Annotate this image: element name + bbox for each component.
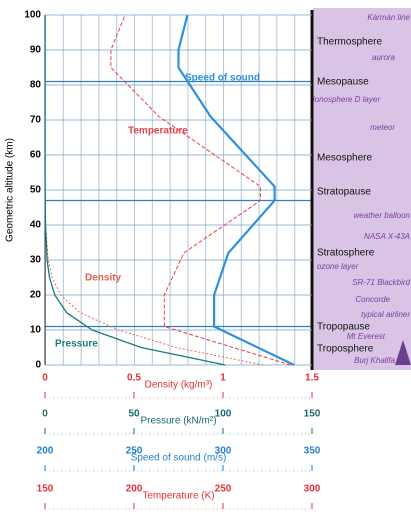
x-tick-label: 300: [304, 484, 321, 495]
x-tick-label: 0: [42, 409, 48, 420]
x-tick-label: 150: [37, 484, 54, 495]
series-label: Density: [85, 273, 122, 284]
layer-label: Mesosphere: [317, 153, 372, 164]
y-tick-label: 100: [24, 10, 41, 21]
example-label: meteor: [370, 123, 395, 132]
example-label: Kármán line: [367, 13, 410, 22]
example-label: NASA X-43A: [364, 232, 410, 241]
example-label: ozone layer: [317, 262, 359, 271]
example-label: aurora: [372, 53, 396, 62]
y-tick-label: 40: [30, 220, 42, 231]
layer-label: Thermosphere: [317, 37, 382, 48]
y-tick-label: 10: [30, 325, 42, 336]
x-tick-label: 1: [220, 373, 226, 384]
y-tick-label: 80: [30, 80, 42, 91]
layer-label: Troposphere: [317, 344, 374, 355]
x-tick-label: 200: [37, 446, 54, 457]
y-tick-label: 70: [30, 115, 42, 126]
x-axis-title: Speed of sound (m/s): [131, 453, 227, 464]
y-tick-label: 90: [30, 45, 42, 56]
y-tick-label: 0: [35, 360, 41, 371]
x-tick-label: 0.5: [127, 373, 141, 384]
chart: Geometric altitude (km) 0102030405060708…: [0, 0, 411, 512]
x-tick-label: 250: [126, 446, 143, 457]
example-label: Mt Everest: [347, 332, 386, 341]
layer-label: Tropopause: [317, 322, 370, 333]
example-label: ionosphere D layer: [313, 95, 380, 104]
x-tick-label: 350: [304, 446, 321, 457]
x-tick-label: 50: [128, 409, 140, 420]
y-tick-label: 30: [30, 255, 42, 266]
x-tick-label: 0: [42, 373, 48, 384]
x-axis-title: Temperature (K): [142, 491, 214, 502]
x-tick-label: 200: [126, 484, 143, 495]
series-label: Pressure: [55, 339, 98, 350]
series-label: Speed of sound: [185, 73, 260, 84]
y-tick-label: 50: [30, 185, 42, 196]
example-label: SR-71 Blackbird: [352, 278, 410, 287]
example-label: Burj Khalifa: [354, 356, 395, 365]
y-tick-label: 20: [30, 290, 42, 301]
example-label: typical airliner: [361, 310, 410, 319]
example-label: Concorde: [355, 295, 390, 304]
layer-label: Stratosphere: [317, 248, 375, 259]
x-tick-label: 250: [215, 484, 232, 495]
y-axis-label: Geometric altitude (km): [5, 138, 16, 242]
example-label: weather balloon: [354, 211, 411, 220]
x-tick-label: 300: [215, 446, 232, 457]
x-tick-label: 1.5: [305, 373, 319, 384]
x-axis-title: Density (kg/m³): [145, 380, 213, 391]
layer-label: Stratopause: [317, 187, 371, 198]
layer-label: Mesopause: [317, 77, 369, 88]
y-tick-label: 60: [30, 150, 42, 161]
x-axis-title: Pressure (kN/m²): [140, 416, 216, 427]
x-tick-label: 100: [215, 409, 232, 420]
x-tick-label: 150: [304, 409, 321, 420]
series-label: Temperature: [128, 126, 188, 137]
